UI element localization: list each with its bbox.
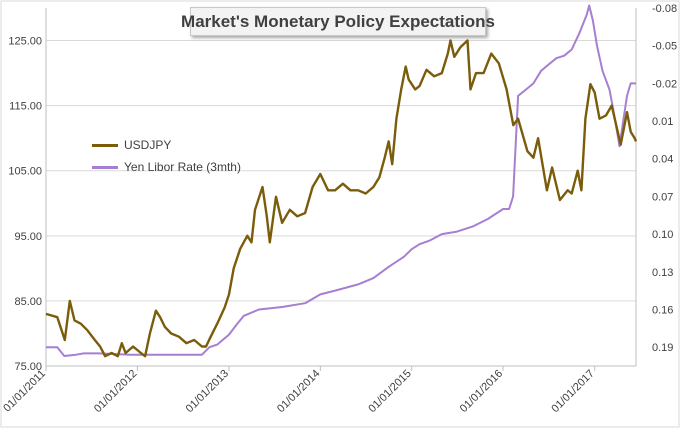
chart-title: Market's Monetary Policy Expectations <box>181 7 495 36</box>
y-right-tick-label: 0.01 <box>652 116 673 128</box>
legend-label-usdjpy: USDJPY <box>124 138 172 152</box>
y-left-tick-label: 95.00 <box>14 231 42 243</box>
y-left-tick-label: 85.00 <box>14 296 42 308</box>
legend-item-usdjpy: USDJPY <box>92 134 241 156</box>
legend-item-libor: Yen Libor Rate (3mth) <box>92 156 241 178</box>
series-lines <box>45 4 638 358</box>
right-axis: 0.19 0.16 0.13 0.10 0.07 0.04 0.01 -0.02 -0.05 -0… <box>635 3 677 366</box>
y-left-tick-label: 75.00 <box>14 361 42 373</box>
series-line-usdjpy <box>45 39 638 358</box>
y-right-tick-label: 0.07 <box>652 191 673 203</box>
y-right-tick-label: 0.10 <box>652 229 673 241</box>
legend-label-libor: Yen Libor Rate (3mth) <box>124 160 241 174</box>
y-right-tick-label: 0.04 <box>652 154 673 166</box>
y-right-tick-label: 0.19 <box>652 342 673 354</box>
y-right-tick-label: -0.02 <box>652 78 677 90</box>
y-right-tick-label: -0.05 <box>652 41 677 53</box>
y-right-tick-label: -0.08 <box>652 3 677 15</box>
left-axis: 75.00 85.00 95.00 105.00 115.00 125.00 <box>8 8 47 373</box>
y-left-tick-label: 115.00 <box>9 101 42 113</box>
legend-swatch-usdjpy <box>92 143 118 147</box>
y-left-tick-label: 125.00 <box>8 36 42 48</box>
y-right-tick-label: 0.13 <box>652 267 673 279</box>
y-right-tick-label: 0.16 <box>652 304 673 316</box>
legend: USDJPY Yen Libor Rate (3mth) <box>92 134 241 178</box>
y-left-tick-label: 105.00 <box>8 166 42 178</box>
series-line-yen-libor <box>46 4 636 357</box>
legend-swatch-libor <box>92 165 118 169</box>
